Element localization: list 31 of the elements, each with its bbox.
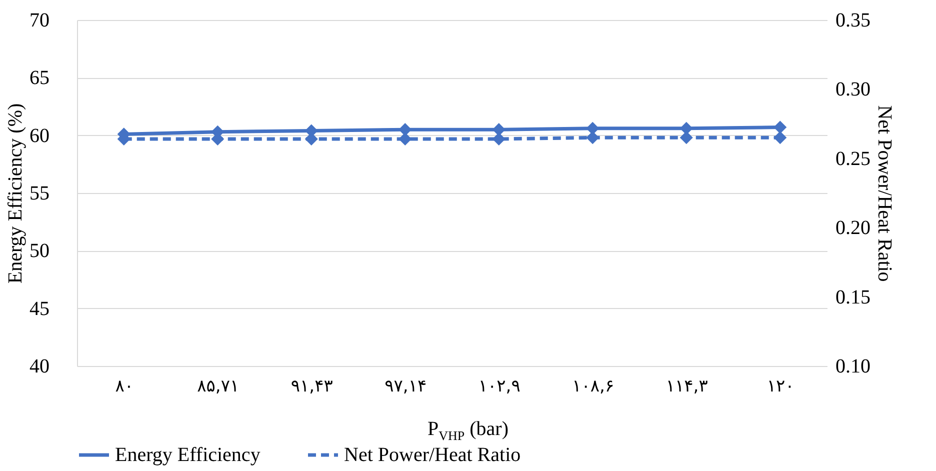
y-tick-label: 50 bbox=[30, 240, 50, 262]
y2-tick-label: 0.30 bbox=[836, 78, 870, 101]
y-tick-label: 60 bbox=[30, 124, 50, 147]
x-tick-label: ۸۵,۷۱ bbox=[197, 376, 240, 396]
y-tick-label: 65 bbox=[30, 67, 50, 90]
x-tick-label: ۹۷,۱۴ bbox=[384, 376, 427, 396]
point bbox=[774, 120, 787, 134]
y2-tick-label: 0.10 bbox=[836, 356, 870, 378]
y-axis-title: Energy Efficiency (%) bbox=[4, 103, 26, 284]
y-tick-label: 70 bbox=[30, 10, 50, 32]
point bbox=[492, 123, 506, 136]
y2-axis-title: Net Power/Heat Ratio bbox=[874, 105, 896, 282]
y2-tick-label: 0.35 bbox=[836, 10, 870, 32]
x-tick-label: ۱۲۰ bbox=[766, 376, 794, 396]
point bbox=[680, 122, 693, 135]
y2-tick-label: 0.15 bbox=[836, 286, 870, 308]
y-tick-label: 55 bbox=[30, 182, 50, 204]
y2-tick-label: 0.20 bbox=[836, 217, 870, 240]
x-tick-label: ۱۰۸,۶ bbox=[572, 376, 614, 396]
x-tick-label: ۱۰۲,۹ bbox=[478, 376, 520, 396]
point bbox=[586, 122, 600, 135]
y-tick-label: 40 bbox=[30, 356, 50, 378]
y-tick-label: 45 bbox=[30, 298, 50, 320]
x-tick-label: ۸۰ bbox=[115, 376, 134, 396]
x-tick-label: ۹۱,۴۳ bbox=[290, 376, 333, 396]
point bbox=[398, 123, 412, 136]
y2-tick-label: 0.25 bbox=[836, 148, 870, 170]
legend-label: Net Power/Heat Ratio bbox=[344, 444, 521, 466]
x-tick-label: ۱۱۴,۳ bbox=[666, 376, 708, 396]
x-axis-title: P$_{VHP}$ (bar) bbox=[428, 418, 508, 443]
legend-label: Energy Efficiency bbox=[115, 444, 260, 466]
